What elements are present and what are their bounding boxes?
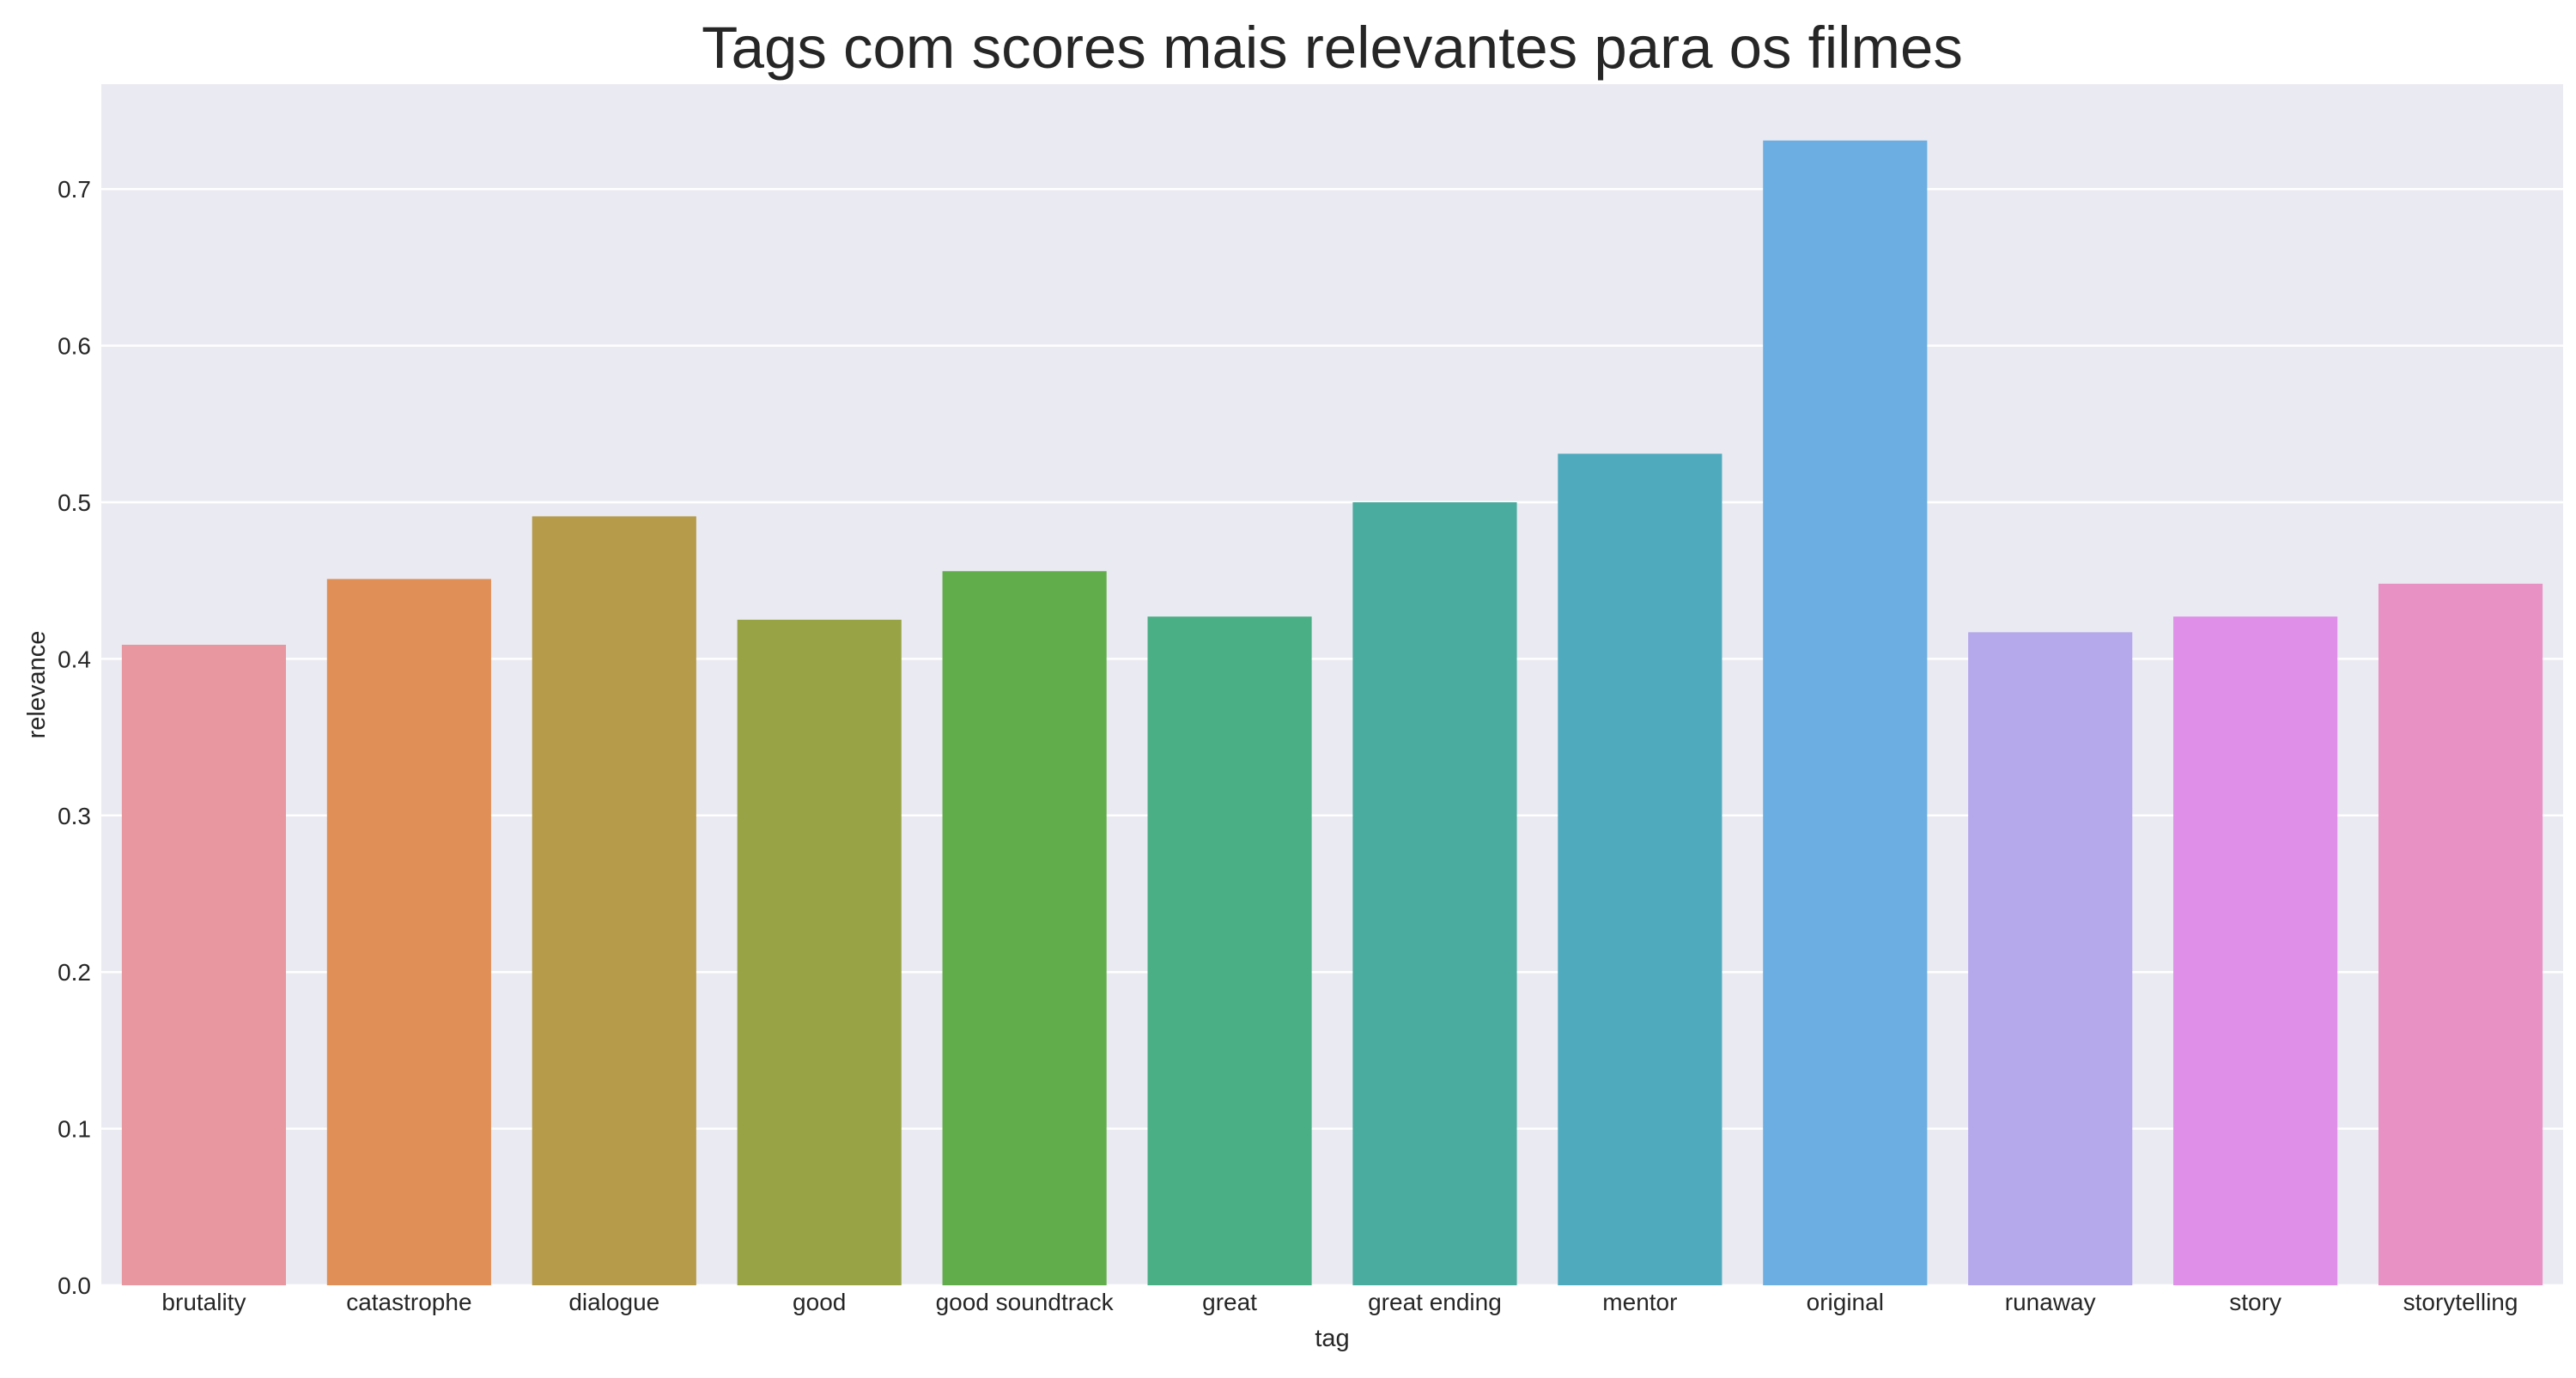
bar-good xyxy=(737,619,902,1285)
bar-good-soundtrack xyxy=(942,571,1107,1285)
x-tick-label: brutality xyxy=(161,1289,246,1315)
bar-great-ending xyxy=(1352,502,1517,1285)
plot-area-background xyxy=(101,84,2563,1285)
x-tick-label: story xyxy=(2229,1289,2281,1315)
y-tick-label: 0.2 xyxy=(58,959,91,986)
x-tick-label: mentor xyxy=(1602,1289,1677,1315)
y-tick-label: 0.6 xyxy=(58,333,91,360)
bars xyxy=(121,140,2543,1286)
x-tick-label: dialogue xyxy=(568,1289,659,1315)
bar-story xyxy=(2173,616,2338,1285)
x-tick-label: good xyxy=(793,1289,846,1315)
x-axis-ticks: brutality catastrophe dialogue good good sou… xyxy=(161,1289,2518,1315)
bar-great xyxy=(1147,616,1312,1285)
x-tick-label: good soundtrack xyxy=(936,1289,1115,1315)
x-axis-label: tag xyxy=(1315,1325,1349,1352)
bar-runaway xyxy=(1968,632,2133,1285)
gridlines xyxy=(101,187,2563,1287)
x-tick-label: original xyxy=(1807,1289,1884,1315)
chart-title: Tags com scores mais relevantes para os … xyxy=(702,15,1963,81)
x-tick-label: storytelling xyxy=(2403,1289,2518,1315)
bar-dialogue xyxy=(532,516,696,1285)
x-tick-label: great ending xyxy=(1368,1289,1502,1315)
y-tick-label: 0.3 xyxy=(58,803,91,829)
bar-storytelling xyxy=(2378,583,2543,1285)
bar-catastrophe xyxy=(326,579,491,1285)
y-tick-label: 0.5 xyxy=(58,489,91,516)
y-tick-label: 0.0 xyxy=(58,1272,91,1299)
y-axis-ticks: 0.0 0.1 0.2 0.3 0.4 0.5 0.6 0.7 xyxy=(58,176,91,1299)
x-tick-label: catastrophe xyxy=(346,1289,471,1315)
y-axis-label: relevance xyxy=(23,631,51,739)
y-tick-label: 0.7 xyxy=(58,176,91,203)
y-tick-label: 0.1 xyxy=(58,1116,91,1143)
bar-mentor xyxy=(1558,453,1722,1285)
x-tick-label: great xyxy=(1202,1289,1257,1315)
y-tick-label: 0.4 xyxy=(58,646,91,672)
bar-original xyxy=(1763,140,1928,1286)
x-tick-label: runaway xyxy=(2005,1289,2096,1315)
bar-brutality xyxy=(121,644,287,1285)
